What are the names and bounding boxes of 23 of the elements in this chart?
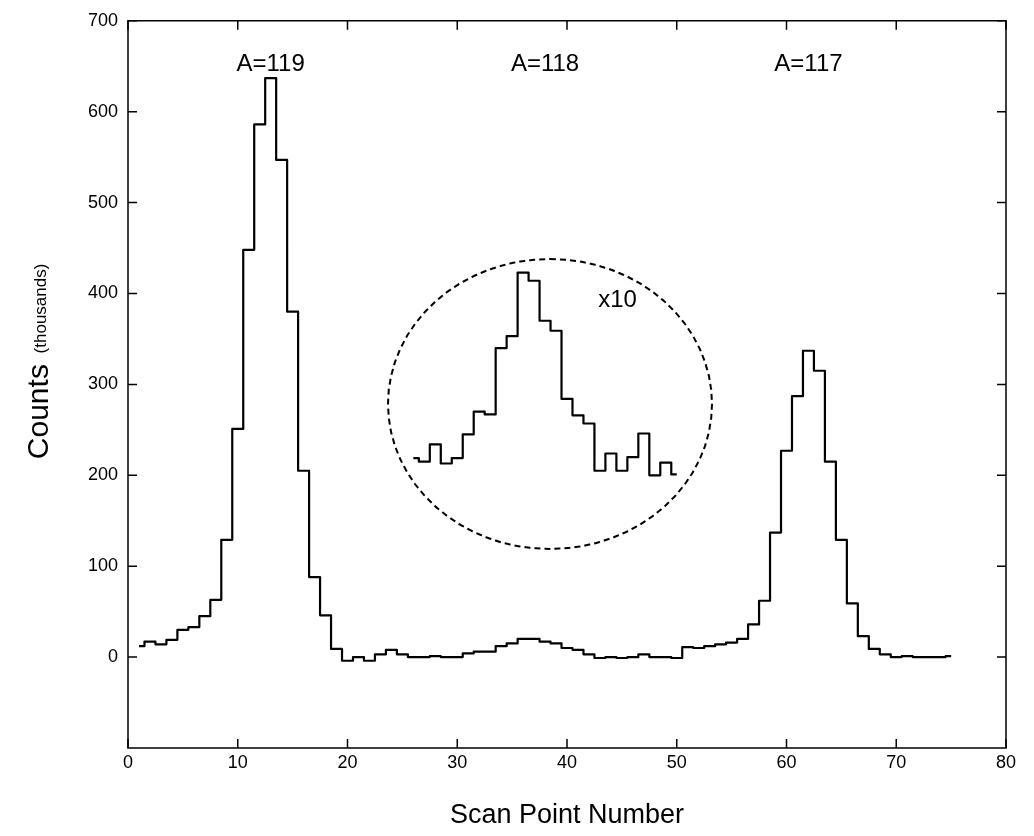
y-tick-label: 600 xyxy=(87,100,118,121)
annotation: A=117 xyxy=(774,49,843,77)
y-tick-label: 500 xyxy=(87,191,118,212)
annotation: A=118 xyxy=(510,49,580,77)
x-tick-label: 70 xyxy=(886,751,907,772)
x-tick-label: 80 xyxy=(995,751,1017,772)
y-tick-label: 0 xyxy=(107,646,118,667)
annotation: x10 xyxy=(598,285,637,313)
x-tick-label: 0 xyxy=(122,751,134,772)
x-axis-title: Scan Point Number xyxy=(449,799,685,830)
y-axis-title: Counts (thousands) xyxy=(21,263,54,460)
x-tick-label: 10 xyxy=(227,751,248,772)
y-tick-label: 700 xyxy=(87,9,118,30)
y-tick-label: 300 xyxy=(87,373,118,394)
y-tick-label: 400 xyxy=(87,282,118,303)
x-tick-label: 60 xyxy=(776,751,797,772)
x-tick-label: 20 xyxy=(337,751,358,772)
x-tick-label: 30 xyxy=(447,751,468,772)
annotation: A=119 xyxy=(236,49,305,77)
x-tick-label: 40 xyxy=(556,751,578,772)
y-tick-label: 200 xyxy=(87,464,118,485)
x-tick-label: 50 xyxy=(666,751,687,772)
y-tick-label: 100 xyxy=(87,555,118,576)
